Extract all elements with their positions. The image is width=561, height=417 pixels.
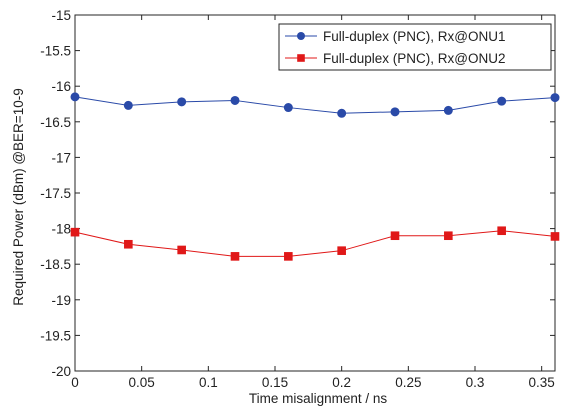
y-tick-label: -16.5 [40, 115, 71, 130]
data-point [550, 93, 560, 103]
data-point [124, 239, 133, 249]
data-point [444, 231, 453, 241]
axis-ticks: 0 0.05 0.1 0.15 0.2 0.25 0.3 0.35 -15 -15.5 -16 -16… [40, 8, 555, 390]
legend-item: Full-duplex (PNC), Rx@ONU2 [285, 51, 506, 66]
x-tick-label: 0.15 [262, 375, 288, 390]
legend-label: Full-duplex (PNC), Rx@ONU2 [323, 51, 506, 66]
y-tick-label: -15.5 [40, 44, 71, 59]
x-tick-label: 0.05 [129, 375, 155, 390]
series-1 [70, 92, 560, 118]
series-line [74, 96, 556, 114]
y-axis-title: Required Power (dBm) @BER=10-9 [11, 88, 26, 305]
legend-marker [297, 54, 305, 62]
data-point [390, 231, 400, 241]
series-layer [70, 92, 560, 261]
plot-area [74, 14, 556, 372]
y-tick-label: -20 [51, 364, 71, 379]
data-point [70, 227, 80, 237]
y-tick-label: -15 [51, 8, 71, 23]
data-point [443, 105, 453, 115]
x-tick-label: 0 [71, 375, 79, 390]
legend-marker [297, 32, 305, 40]
data-point [177, 97, 187, 107]
data-point [550, 232, 560, 241]
data-point [497, 96, 507, 106]
data-point [123, 100, 133, 110]
legend-box [278, 23, 552, 71]
series-line [74, 230, 556, 257]
legend: Full-duplex (PNC), Rx@ONU1 Full-duplex (P… [278, 23, 552, 71]
x-tick-label: 0.25 [395, 375, 421, 390]
data-point [70, 92, 80, 102]
data-point [337, 108, 347, 118]
data-point [230, 95, 240, 105]
data-point [177, 245, 186, 255]
y-tick-label: -19 [51, 293, 71, 308]
y-tick-label: -19.5 [40, 328, 71, 343]
y-tick-label: -18 [51, 222, 71, 237]
x-tick-label: 0.1 [199, 375, 218, 390]
data-point [497, 226, 506, 236]
data-point [230, 252, 240, 261]
x-tick-label: 0.3 [466, 375, 485, 390]
data-point [337, 246, 346, 255]
y-tick-label: -17 [51, 150, 71, 165]
y-tick-label: -18.5 [40, 257, 71, 272]
x-tick-label: 0.35 [529, 375, 555, 390]
data-point [390, 107, 400, 117]
data-point [284, 252, 293, 261]
y-tick-label: -17.5 [40, 186, 71, 201]
x-axis-title: Time misalignment / ns [249, 391, 388, 406]
plot-frame [74, 14, 556, 372]
data-point [283, 103, 293, 113]
series-2 [70, 226, 560, 261]
y-tick-label: -16 [51, 79, 71, 94]
legend-item: Full-duplex (PNC), Rx@ONU1 [285, 29, 506, 44]
legend-label: Full-duplex (PNC), Rx@ONU1 [323, 29, 506, 44]
x-tick-label: 0.2 [332, 375, 351, 390]
